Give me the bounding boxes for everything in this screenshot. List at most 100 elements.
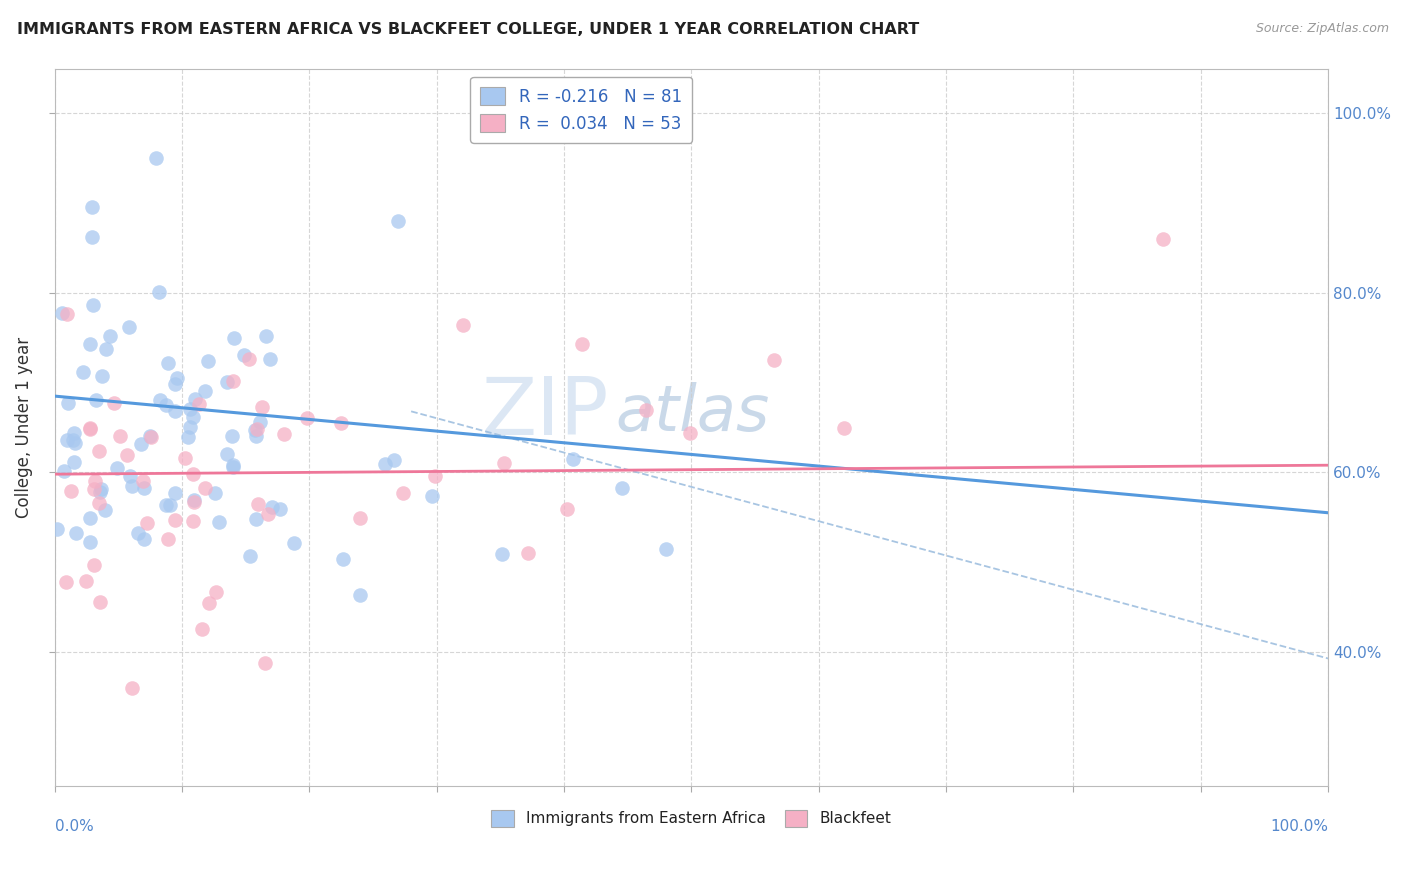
- Point: [141, 430, 163, 444]
- Point: [269, 501, 291, 516]
- Point: [329, 416, 352, 430]
- Point: [678, 426, 700, 441]
- Point: [259, 352, 281, 367]
- Point: [245, 429, 267, 443]
- Point: [80, 200, 103, 214]
- Point: [382, 453, 405, 467]
- Point: [87, 496, 110, 510]
- Point: [138, 429, 160, 443]
- Point: [79, 421, 101, 435]
- Point: [763, 353, 786, 368]
- Point: [165, 376, 187, 391]
- Point: [166, 370, 188, 384]
- Point: [165, 513, 187, 527]
- Point: [149, 392, 172, 407]
- Point: [187, 397, 209, 411]
- Point: [159, 498, 181, 512]
- Point: [391, 486, 413, 500]
- Point: [155, 498, 177, 512]
- Point: [165, 404, 187, 418]
- Text: atlas: atlas: [614, 382, 769, 444]
- Point: [79, 510, 101, 524]
- Point: [83, 558, 105, 572]
- Point: [222, 331, 245, 345]
- Point: [179, 419, 201, 434]
- Point: [82, 298, 104, 312]
- Point: [221, 458, 243, 472]
- Point: [52, 464, 75, 478]
- Point: [197, 354, 219, 368]
- Point: [332, 552, 354, 566]
- Point: [204, 486, 226, 500]
- Point: [65, 436, 87, 450]
- Point: [165, 485, 187, 500]
- Point: [283, 536, 305, 550]
- Point: [1152, 232, 1174, 246]
- Point: [87, 444, 110, 458]
- Point: [491, 547, 513, 561]
- Point: [121, 681, 143, 696]
- Point: [79, 422, 101, 436]
- Point: [62, 433, 84, 447]
- Point: [173, 451, 195, 466]
- Point: [246, 497, 269, 511]
- Point: [72, 365, 94, 379]
- Point: [190, 622, 212, 636]
- Point: [63, 425, 86, 440]
- Point: [96, 343, 118, 357]
- Point: [179, 402, 201, 417]
- Point: [198, 596, 221, 610]
- Point: [118, 320, 141, 334]
- Point: [51, 306, 73, 320]
- Point: [492, 456, 515, 470]
- Point: [208, 516, 231, 530]
- Point: [832, 420, 855, 434]
- Point: [257, 507, 280, 521]
- Point: [612, 481, 634, 495]
- Point: [387, 214, 409, 228]
- Point: [238, 351, 260, 366]
- Point: [420, 489, 443, 503]
- Text: 0.0%: 0.0%: [55, 819, 93, 834]
- Point: [117, 449, 139, 463]
- Point: [84, 393, 107, 408]
- Point: [423, 469, 446, 483]
- Point: [183, 495, 205, 509]
- Point: [253, 657, 276, 671]
- Point: [222, 460, 245, 475]
- Point: [634, 403, 657, 417]
- Point: [194, 481, 217, 495]
- Point: [127, 525, 149, 540]
- Point: [75, 574, 97, 588]
- Point: [183, 493, 205, 508]
- Point: [108, 429, 131, 443]
- Point: [56, 433, 79, 447]
- Point: [249, 416, 271, 430]
- Point: [239, 549, 262, 563]
- Point: [655, 541, 678, 556]
- Point: [103, 396, 125, 410]
- Point: [83, 483, 105, 497]
- Point: [91, 369, 114, 384]
- Point: [90, 482, 112, 496]
- Point: [132, 481, 155, 495]
- Point: [204, 585, 226, 599]
- Point: [374, 457, 396, 471]
- Point: [571, 337, 593, 351]
- Point: [233, 348, 256, 362]
- Point: [181, 409, 204, 424]
- Point: [157, 533, 180, 547]
- Point: [184, 392, 207, 406]
- Point: [245, 511, 267, 525]
- Point: [79, 337, 101, 351]
- Point: [134, 532, 156, 546]
- Point: [262, 500, 284, 515]
- Point: [222, 374, 245, 388]
- Point: [245, 424, 267, 438]
- Point: [79, 535, 101, 549]
- Point: [58, 396, 80, 410]
- Y-axis label: College, Under 1 year: College, Under 1 year: [15, 337, 32, 518]
- Point: [98, 328, 121, 343]
- Text: 100.0%: 100.0%: [1270, 819, 1329, 834]
- Point: [105, 461, 128, 475]
